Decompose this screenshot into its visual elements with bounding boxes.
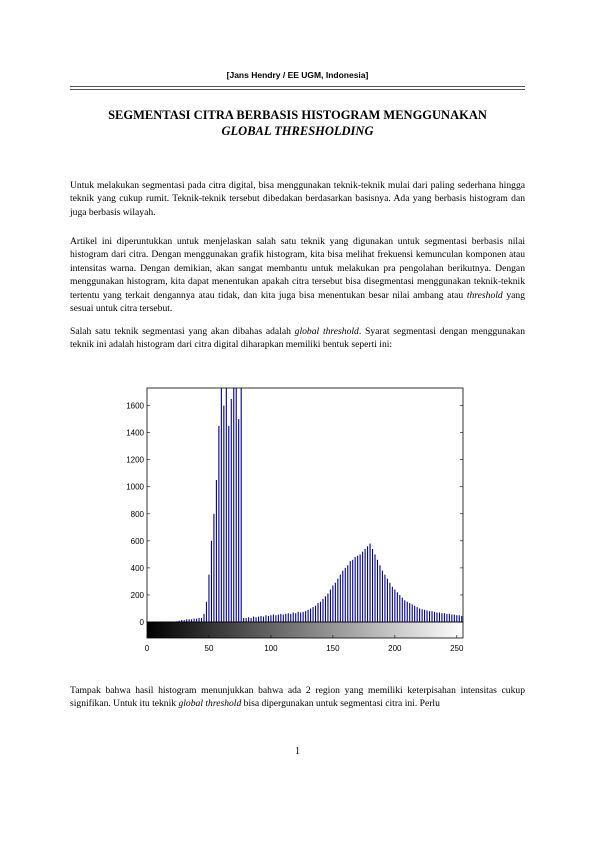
x-tick-label: 200 (388, 644, 402, 653)
histogram: 0 200 400 600 800 1000 1200 1400 1600 0 50 100 150 20… (126, 387, 464, 653)
text: Untuk melakukan segmentasi pada citra di… (70, 180, 525, 218)
x-tick-label: 250 (450, 644, 464, 653)
y-tick-label: 800 (131, 510, 145, 519)
plot-frame (146, 387, 464, 623)
title-line: SEGMENTASI CITRA BERBASIS HISTOGRAM MENG… (108, 108, 487, 122)
text: global threshold (294, 326, 359, 337)
rule (70, 86, 525, 87)
x-tick-label: 50 (205, 644, 214, 653)
x-tick-label: 150 (326, 644, 340, 653)
page-number: 1 (295, 746, 300, 757)
bars (176, 388, 463, 622)
x-tick-label: 100 (264, 644, 278, 653)
text: Tampak bahwa hasil histogram menunjukkan… (70, 685, 525, 710)
y-tick-label: 200 (131, 591, 145, 600)
title-line: GLOBAL THRESHOLDING (221, 124, 374, 138)
paragraph: Salah satu teknik segmentasi yang akan d… (70, 325, 525, 352)
text: . Syarat segmentasi dengan menggunakan t… (70, 326, 525, 351)
y-tick-label: 0 (140, 618, 145, 627)
y-tick-label: 1600 (126, 402, 144, 411)
y-tick-label: 600 (131, 537, 145, 546)
y-tick-label: 1400 (126, 429, 144, 438)
text: global threshold (178, 698, 242, 710)
y-tick-label: 1000 (126, 483, 144, 492)
header: [Jans Hendry / EE UGM, Indonesia] (226, 70, 369, 80)
y-tick-label: 400 (131, 564, 145, 573)
paragraph: Tampak bahwa hasil histogram menunjukkan… (70, 684, 525, 711)
paragraph: Artikel ini diperuntukkan untuk menjelas… (70, 235, 525, 315)
text: threshold (466, 289, 503, 301)
text: yang sesuai untuk citra tersebut. (70, 289, 525, 315)
text: Artikel ini diperuntukkan untuk menjelas… (70, 236, 525, 301)
y-tick-label: 1200 (126, 456, 144, 465)
gradient-bar (146, 621, 464, 639)
text: Salah satu teknik segmentasi yang akan d… (70, 326, 295, 337)
rule (70, 89, 525, 90)
x-tick-label: 0 (145, 644, 150, 653)
paragraph: Untuk melakukan segmentasi pada citra di… (70, 179, 525, 219)
text: bisa dipergunakan untuk segmentasi citra… (241, 698, 440, 710)
title: SEGMENTASI CITRA BERBASIS HISTOGRAM MENG… (0, 107, 595, 139)
